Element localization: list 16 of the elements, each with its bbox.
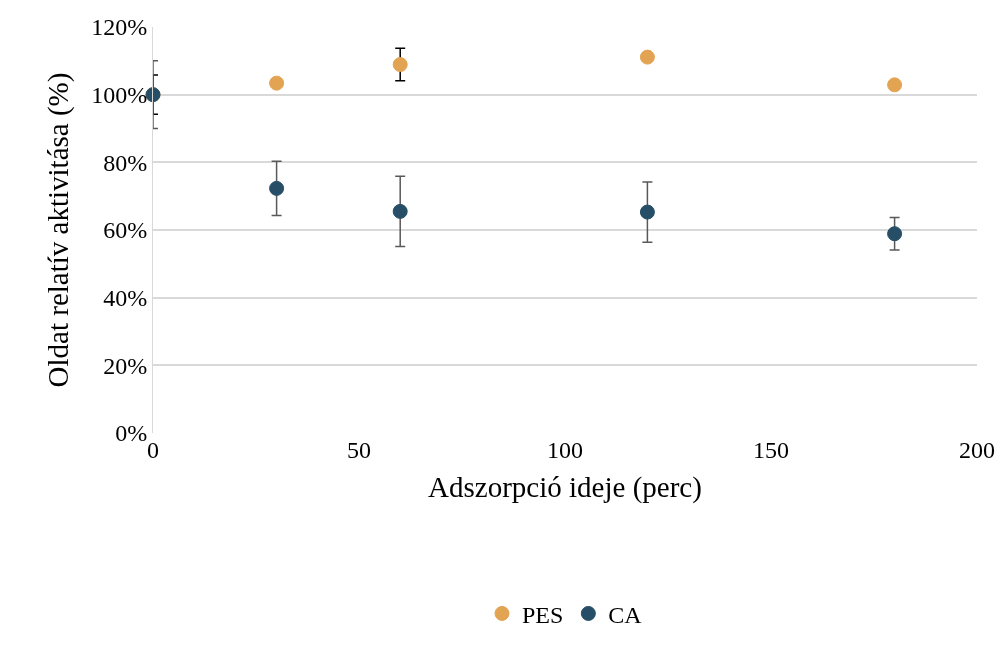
x-axis-title: Adszorpció ideje (perc) — [428, 470, 702, 504]
y-tick-label: 80% — [103, 149, 148, 176]
x-tick-label: 0 — [147, 437, 159, 463]
y-tick-label: 20% — [103, 352, 148, 379]
y-tick-label: 120% — [91, 14, 148, 41]
legend-label: PES — [522, 601, 564, 628]
legend-label: CA — [608, 601, 643, 628]
y-tick-label: 0% — [115, 420, 148, 447]
y-axis-title: Oldat relatív aktivitása (%) — [41, 72, 75, 388]
x-tick-label: 100 — [547, 437, 583, 463]
x-tick-label: 150 — [753, 437, 789, 463]
y-tick-label: 60% — [103, 217, 148, 244]
y-tick-label: 100% — [91, 82, 148, 109]
x-tick-label: 50 — [347, 437, 371, 463]
x-tick-label: 200 — [959, 437, 995, 463]
y-tick-label: 40% — [103, 285, 148, 312]
